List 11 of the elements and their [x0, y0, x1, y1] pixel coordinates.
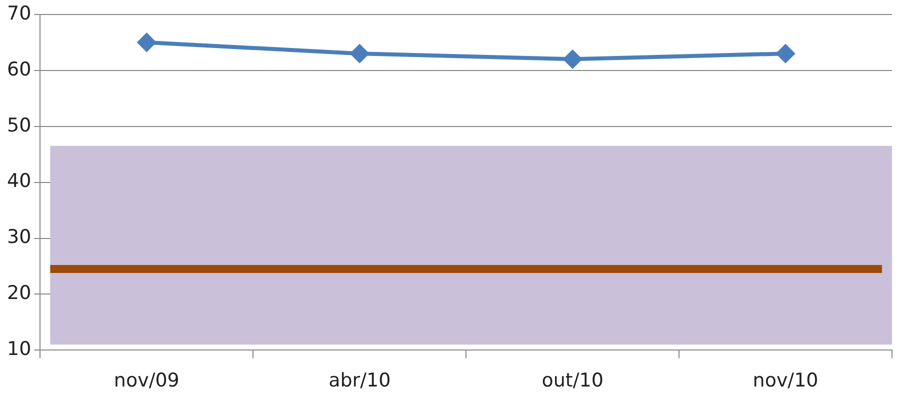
y-tick-label: 70 [6, 2, 32, 24]
y-tick-label: 20 [6, 282, 32, 304]
x-tick-label: nov/10 [752, 370, 818, 392]
y-tick-label: 10 [6, 338, 32, 360]
x-tick-label: out/10 [542, 370, 604, 392]
y-tick-label: 30 [6, 226, 32, 248]
x-tick-label: nov/09 [114, 370, 180, 392]
y-tick-label: 50 [6, 114, 32, 136]
x-tick-label: abr/10 [328, 370, 391, 392]
y-tick-label: 40 [6, 170, 32, 192]
y-tick-label: 60 [6, 58, 32, 80]
